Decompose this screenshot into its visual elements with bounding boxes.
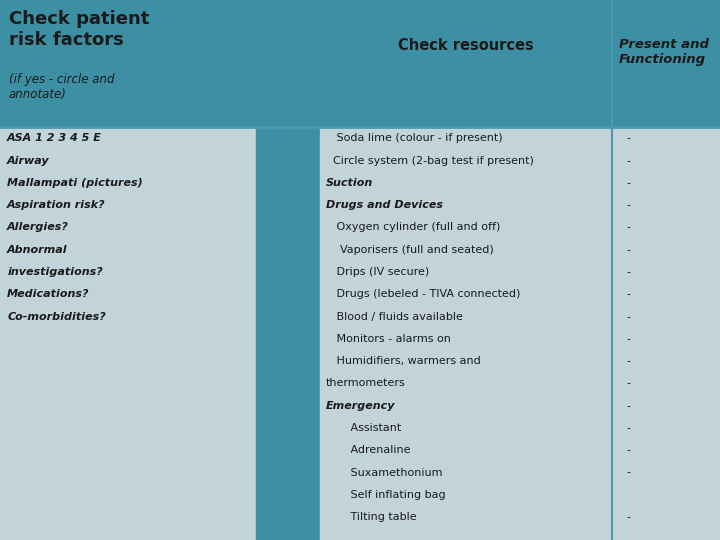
Text: Monitors - alarms on: Monitors - alarms on	[326, 334, 451, 344]
Text: Abnormal: Abnormal	[7, 245, 68, 255]
Text: Emergency: Emergency	[326, 401, 396, 411]
Text: Adrenaline: Adrenaline	[326, 446, 410, 455]
Text: -: -	[626, 423, 631, 433]
Text: Co-morbidities?: Co-morbidities?	[7, 312, 106, 322]
Text: Oxygen cylinder (full and off): Oxygen cylinder (full and off)	[326, 222, 500, 233]
Text: -: -	[626, 334, 631, 344]
Text: Self inflating bag: Self inflating bag	[326, 490, 446, 500]
Text: Drips (IV secure): Drips (IV secure)	[326, 267, 429, 277]
Text: Tilting table: Tilting table	[326, 512, 417, 522]
Text: -: -	[626, 468, 631, 477]
Text: -: -	[626, 379, 631, 388]
Bar	[256, 0, 320, 127]
Text: thermometers: thermometers	[326, 379, 406, 388]
Text: Mallampati (pictures): Mallampati (pictures)	[7, 178, 143, 188]
Text: -: -	[626, 156, 631, 166]
Bar	[256, 127, 320, 540]
Text: Vaporisers (full and seated): Vaporisers (full and seated)	[326, 245, 494, 255]
Text: -: -	[626, 245, 631, 255]
Text: Drugs and Devices: Drugs and Devices	[326, 200, 443, 210]
Text: Aspiration risk?: Aspiration risk?	[7, 200, 106, 210]
Text: -: -	[626, 356, 631, 366]
Text: ASA 1 2 3 4 5 E: ASA 1 2 3 4 5 E	[7, 133, 102, 144]
Text: Suction: Suction	[326, 178, 374, 188]
Bar	[320, 0, 612, 127]
Text: -: -	[626, 512, 631, 522]
Text: Assistant: Assistant	[326, 423, 402, 433]
Text: Humidifiers, warmers and: Humidifiers, warmers and	[326, 356, 481, 366]
Text: Allergies?: Allergies?	[7, 222, 69, 233]
Text: -: -	[626, 401, 631, 411]
Text: -: -	[626, 222, 631, 233]
Bar	[612, 0, 720, 127]
Text: -: -	[626, 446, 631, 455]
Bar	[612, 127, 720, 540]
Text: Circle system (2-bag test if present): Circle system (2-bag test if present)	[326, 156, 534, 166]
Text: -: -	[626, 289, 631, 299]
Text: -: -	[626, 200, 631, 210]
Text: -: -	[626, 267, 631, 277]
Bar	[320, 127, 612, 540]
Text: Present and
Functioning: Present and Functioning	[619, 38, 709, 66]
Text: -: -	[626, 178, 631, 188]
Text: Medications?: Medications?	[7, 289, 90, 299]
Text: investigations?: investigations?	[7, 267, 103, 277]
Text: Check patient
risk factors: Check patient risk factors	[9, 10, 149, 49]
Text: Soda lime (colour - if present): Soda lime (colour - if present)	[326, 133, 503, 144]
Text: Airway: Airway	[7, 156, 50, 166]
Text: Suxamethonium: Suxamethonium	[326, 468, 443, 477]
Text: (if yes - circle and
annotate): (if yes - circle and annotate)	[9, 73, 114, 101]
Text: Check resources: Check resources	[398, 38, 534, 53]
Text: -: -	[626, 133, 631, 144]
Text: -: -	[626, 312, 631, 322]
Text: Drugs (lebeled - TIVA connected): Drugs (lebeled - TIVA connected)	[326, 289, 521, 299]
Text: Blood / fluids available: Blood / fluids available	[326, 312, 463, 322]
Bar	[0, 0, 256, 127]
Bar	[0, 127, 256, 540]
